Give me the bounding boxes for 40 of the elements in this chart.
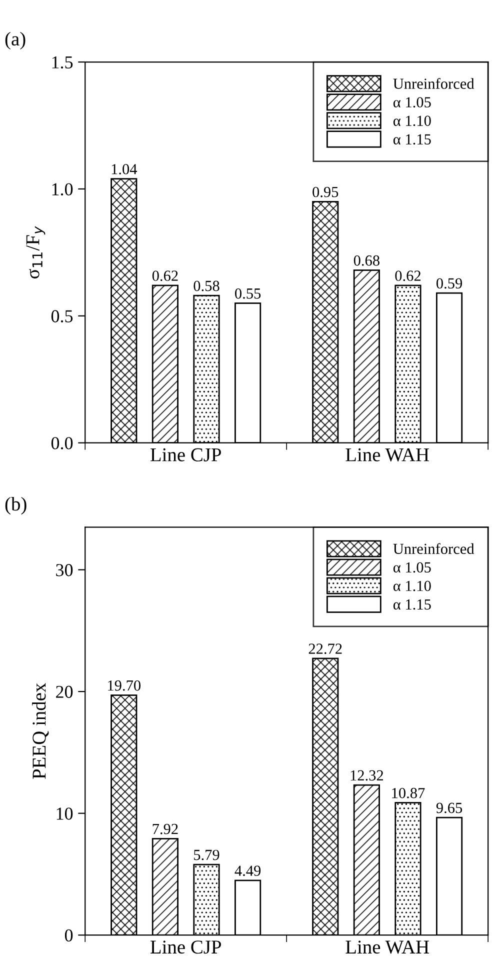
legend-label: α 1.10 (393, 116, 431, 126)
y-axis-title: σ$_{11}$/F$_{y}$ (26, 226, 46, 279)
y-tick-label: 30 (56, 564, 73, 576)
data-label: 0.55 (235, 288, 261, 299)
y-axis-title: PEEQ index (32, 683, 49, 779)
data-label: 7.92 (152, 824, 178, 834)
data-label: 0.62 (152, 270, 178, 282)
y-tick-label: 1.0 (52, 183, 73, 196)
data-label: 1.04 (112, 164, 138, 174)
data-label: 5.79 (194, 850, 220, 860)
legend-label: α 1.05 (393, 562, 431, 573)
y-tick-label: 1.5 (52, 56, 73, 69)
x-tick-label: Line CJP (150, 940, 221, 954)
y-tick-label: 0 (64, 929, 73, 942)
data-label: 0.59 (436, 278, 462, 289)
legend-label: Unreinforced (393, 543, 474, 554)
data-label: 0.95 (312, 186, 338, 198)
data-label: 4.49 (234, 866, 261, 876)
legend-label: α 1.15 (393, 599, 431, 610)
y-tick-label: 10 (56, 808, 73, 820)
y-tick-label: 0.5 (51, 310, 73, 322)
legend-label: Unreinforced (393, 78, 474, 89)
y-tick-label: 0.0 (51, 437, 73, 450)
data-label: 0.68 (354, 255, 380, 266)
data-label: 0.62 (395, 270, 421, 282)
data-label: 0.58 (194, 280, 220, 292)
x-tick-label: Line WAH (346, 448, 429, 462)
data-label: 22.72 (308, 644, 342, 654)
x-tick-label: Line WAH (346, 940, 429, 954)
data-label: 10.87 (392, 788, 425, 798)
x-tick-label: Line CJP (150, 448, 221, 462)
data-label: 19.70 (108, 680, 141, 691)
legend-label: α 1.15 (393, 134, 431, 145)
chart-title: (a) (5, 32, 26, 50)
chart-title: (b) (5, 496, 26, 515)
data-label: 12.32 (350, 770, 384, 781)
legend-label: α 1.10 (393, 580, 431, 592)
y-tick-label: 20 (56, 686, 73, 698)
data-label: 9.65 (436, 802, 462, 814)
legend-label: α 1.05 (393, 97, 431, 108)
